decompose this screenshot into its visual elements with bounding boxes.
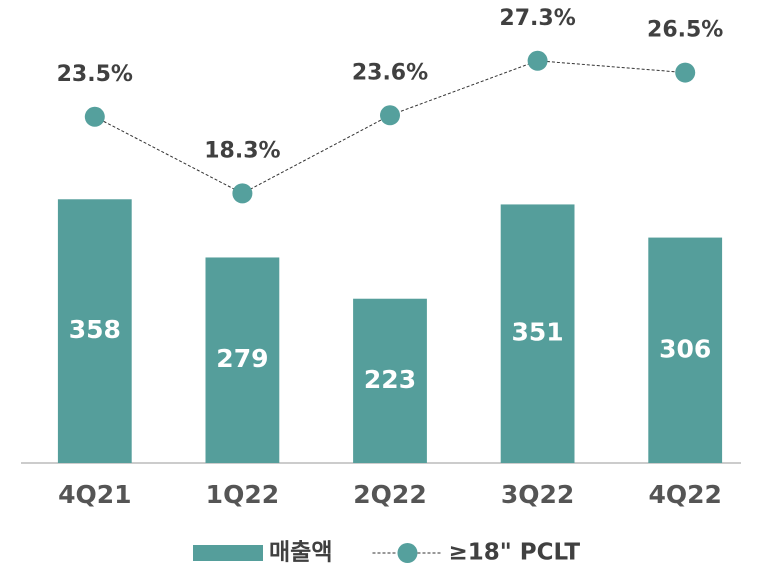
bar-value-label: 351 bbox=[512, 318, 564, 347]
line-value-label: 23.5% bbox=[57, 62, 133, 87]
line-value-label: 26.5% bbox=[647, 18, 723, 43]
bar bbox=[500, 204, 575, 463]
bar-value-label: 279 bbox=[216, 344, 268, 373]
line bbox=[94, 60, 686, 194]
legend-label: 매출액 bbox=[269, 540, 332, 566]
line-point bbox=[232, 183, 253, 204]
bar-value-label: 358 bbox=[69, 315, 121, 344]
legend-swatch bbox=[193, 545, 263, 561]
bar bbox=[648, 237, 723, 463]
x-tick-label: 4Q21 bbox=[58, 480, 131, 509]
line-point bbox=[675, 62, 696, 83]
bar-value-label: 223 bbox=[364, 365, 416, 394]
line-point bbox=[380, 105, 400, 126]
line-value-label: 23.6% bbox=[352, 60, 428, 85]
line-value-label: 18.3% bbox=[204, 138, 280, 163]
line-point bbox=[84, 106, 105, 127]
bar-value-label: 306 bbox=[659, 334, 711, 363]
x-tick-label: 1Q22 bbox=[206, 480, 279, 509]
legend-label: ≥18" PCLT bbox=[448, 540, 580, 566]
line-point bbox=[527, 50, 548, 71]
bar bbox=[205, 257, 280, 463]
x-tick-label: 3Q22 bbox=[501, 480, 574, 509]
line-value-label: 27.3% bbox=[499, 6, 575, 31]
bar bbox=[353, 298, 427, 463]
x-tick-label: 4Q22 bbox=[648, 480, 721, 509]
x-tick-label: 2Q22 bbox=[353, 480, 426, 509]
legend-swatch-point bbox=[397, 543, 418, 563]
bar bbox=[57, 199, 132, 464]
